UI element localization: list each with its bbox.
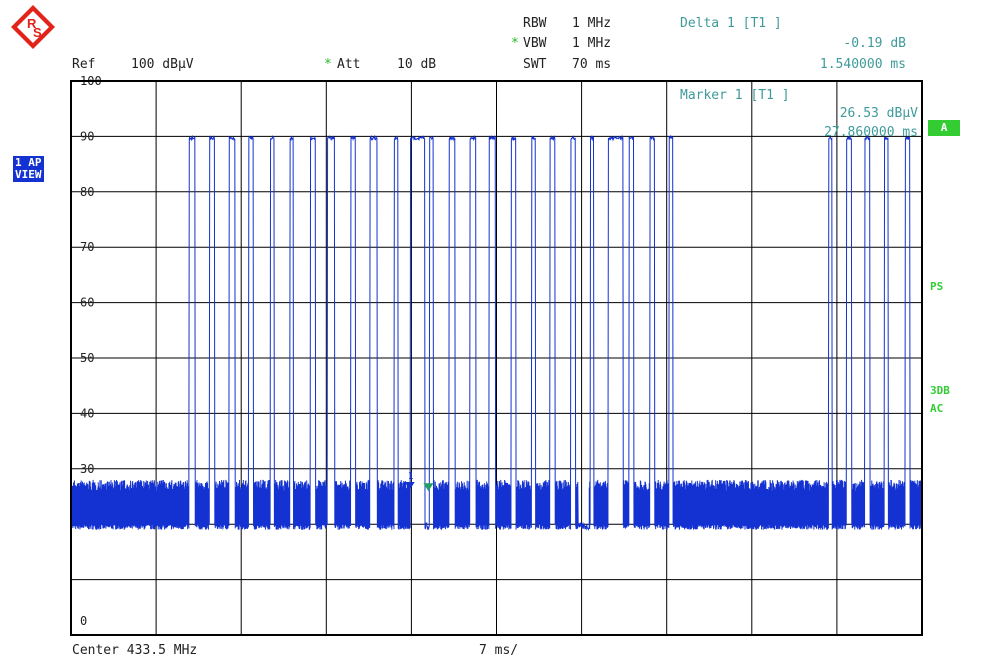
ps-indicator: PS <box>930 280 944 293</box>
markers: 1 <box>404 471 434 492</box>
ac-indicator: AC <box>930 402 944 415</box>
att-label: Att <box>337 57 361 72</box>
y-tick-label: 50 <box>80 351 94 365</box>
trace-mode-badge: 1 AP VIEW <box>13 156 44 182</box>
y-tick-label: 80 <box>80 185 94 199</box>
delta-marker-level: -0.19 dB <box>843 36 906 51</box>
trace-a-indicator: A <box>928 120 960 136</box>
3db-indicator: 3DB <box>930 384 950 397</box>
y-tick-label: 90 <box>80 129 94 143</box>
delta-marker-label: Delta 1 [T1 ] <box>680 16 782 31</box>
y-tick-label: 40 <box>80 406 94 420</box>
marker-1-label: Marker 1 [T1 ] <box>680 88 790 103</box>
plot-frame <box>70 80 923 636</box>
att-value: 10 dB <box>397 57 437 72</box>
vbw-label: VBW <box>523 36 547 51</box>
ref-label: Ref <box>72 57 96 72</box>
rbw-label: RBW <box>523 16 547 31</box>
svg-text:R: R <box>27 16 37 31</box>
vbw-coupling-star: * <box>511 36 519 51</box>
vbw-value: 1 MHz <box>572 36 612 51</box>
y-tick-label: 70 <box>80 240 94 254</box>
span-per-division-label: 7 ms/ <box>479 643 519 658</box>
rohde-schwarz-logo-icon: R S <box>11 5 55 49</box>
trace-layer <box>70 134 923 531</box>
marker-1-label: 1 <box>408 471 414 482</box>
marker-1-time: 27.860000 ms <box>824 125 918 140</box>
rbw-value: 1 MHz <box>572 16 612 31</box>
swt-label: SWT <box>523 57 547 72</box>
center-frequency-label: Center 433.5 MHz <box>72 643 198 658</box>
trace-line <box>70 134 923 531</box>
y-tick-label: 30 <box>80 462 94 476</box>
trace-mode-line-1: 1 AP <box>15 156 42 169</box>
grid <box>71 81 922 635</box>
ref-value: 100 dBµV <box>131 57 194 72</box>
y-tick-label: 60 <box>80 296 94 310</box>
marker-1-level: 26.53 dBµV <box>839 106 918 121</box>
trace-mode-line-2: VIEW <box>15 168 42 181</box>
att-coupling-star: * <box>324 57 332 72</box>
delta-marker-time: 1.540000 ms <box>819 57 906 72</box>
marker-delta-triangle-icon <box>423 483 434 492</box>
y-tick-label: 0 <box>80 614 87 628</box>
svg-text:S: S <box>33 25 42 40</box>
swt-value: 70 ms <box>572 57 612 72</box>
marker-1-triangle-icon <box>404 482 415 491</box>
